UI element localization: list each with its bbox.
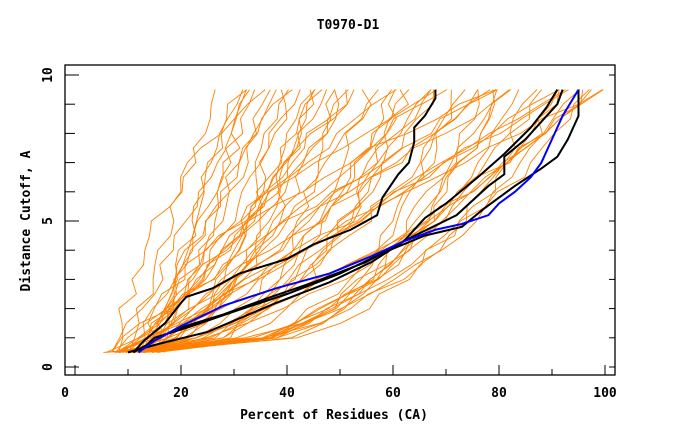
model-curve	[144, 89, 410, 353]
model-curve	[156, 89, 498, 353]
x-tick-label: 40	[279, 386, 295, 401]
model-curve	[120, 89, 566, 353]
model-curve	[143, 89, 432, 353]
x-axis-label: Percent of Residues (CA)	[240, 408, 428, 423]
model-curve	[138, 89, 603, 353]
model-curve	[118, 89, 480, 353]
chart-title: T0970-D1	[317, 18, 380, 33]
y-tick-label: 10	[41, 67, 56, 83]
model-curve	[128, 89, 216, 353]
model-curve	[148, 89, 510, 353]
x-tick-label: 20	[173, 386, 189, 401]
model-curve	[146, 89, 432, 353]
reference-curve	[138, 89, 580, 354]
model-curve	[151, 89, 349, 353]
x-tick-label: 0	[61, 386, 69, 401]
model-curve	[117, 89, 512, 353]
model-curve	[147, 89, 560, 353]
highlight-3-curve	[137, 89, 580, 354]
model-curve	[164, 89, 497, 353]
model-curve	[103, 89, 560, 353]
model-curve	[115, 89, 301, 353]
model-curve	[158, 89, 434, 353]
model-curve	[111, 89, 256, 353]
y-axis-label: Distance Cutoff, A	[19, 150, 34, 291]
model-curve	[148, 89, 289, 353]
y-tick-label: 0	[41, 363, 56, 371]
model-curve	[125, 89, 379, 353]
model-curve	[115, 89, 604, 353]
plot-area	[103, 89, 604, 354]
highlight-1-curve	[132, 89, 437, 354]
highlight-2-curve	[132, 89, 564, 354]
model-curve	[147, 89, 438, 353]
model-curve	[139, 89, 569, 353]
model-curve	[118, 89, 266, 353]
model-curve	[151, 89, 453, 353]
x-tick-label: 80	[491, 386, 507, 401]
y-axis: 0 5 10	[41, 67, 615, 371]
model-curve	[122, 89, 491, 353]
model-curve	[142, 89, 271, 353]
model-curve	[133, 89, 409, 353]
model-curve	[131, 89, 372, 353]
x-tick-label: 60	[385, 386, 401, 401]
model-curve	[111, 89, 498, 353]
highlight-4-curve	[127, 89, 559, 354]
x-axis: 0 20 40 60 80 100	[61, 365, 617, 401]
model-curve	[114, 89, 323, 353]
model-curve	[133, 89, 592, 353]
model-curve	[133, 89, 247, 353]
x-tick-label: 100	[593, 386, 617, 401]
model-curve	[148, 89, 293, 353]
y-tick-label: 5	[41, 217, 56, 225]
model-curve	[132, 89, 316, 353]
model-curve	[129, 89, 581, 353]
model-curve	[126, 89, 244, 353]
model-curve	[152, 89, 336, 353]
